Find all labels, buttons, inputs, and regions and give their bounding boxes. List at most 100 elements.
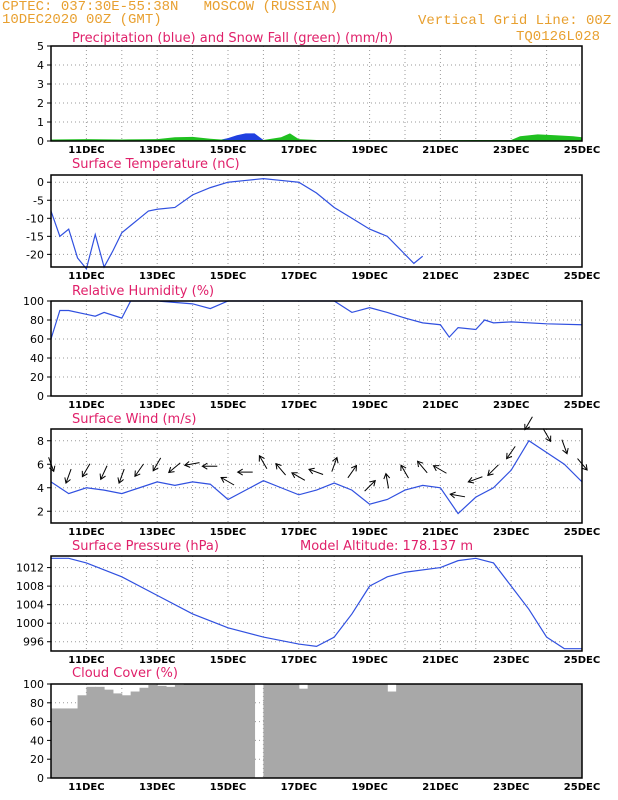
wind-arrow <box>134 463 144 478</box>
y-tick-label: 0 <box>37 176 44 189</box>
cloud-bar <box>360 684 371 778</box>
x-tick-label: 25DEC <box>564 527 600 538</box>
x-tick-label: 13DEC <box>139 655 175 666</box>
panel-3 <box>47 428 583 524</box>
cloud-bar <box>413 684 424 778</box>
cloud-bar <box>502 684 512 778</box>
wind-arrow-shaft <box>118 468 125 483</box>
y-tick-label: 2 <box>37 97 44 110</box>
x-tick-label: 15DEC <box>210 782 246 793</box>
panel-title: Surface Wind (m/s) <box>72 412 196 427</box>
x-tick-label: 13DEC <box>139 145 175 156</box>
y-tick-label: 6 <box>37 458 44 471</box>
cloud-bar <box>148 684 158 778</box>
x-tick-label: 19DEC <box>351 145 387 156</box>
wind-arrow-head <box>332 456 339 464</box>
wind-arrow-shaft <box>153 457 162 471</box>
cloud-bar <box>466 684 477 778</box>
wind-arrow-shaft <box>309 469 324 475</box>
cloud-bar <box>511 684 521 778</box>
cloud-bar <box>68 708 79 778</box>
x-tick-label: 23DEC <box>493 782 529 793</box>
cloud-bar <box>192 684 202 778</box>
panel-0 <box>47 45 583 142</box>
x-tick-label: 11DEC <box>68 400 104 411</box>
wind-arrow-head <box>524 423 531 431</box>
cloud-bar <box>210 684 220 778</box>
wind-arrow-shaft <box>82 463 91 477</box>
wind-arrow-shaft <box>451 493 466 498</box>
wind-arrow-shaft <box>469 476 483 483</box>
wind-arrow <box>48 457 56 473</box>
wind-arrow-head <box>291 472 298 479</box>
wind-arrow-head <box>152 464 159 472</box>
y-tick-label: 20 <box>30 753 44 766</box>
header-grid-note: Vertical Grid Line: 00Z <box>418 13 612 29</box>
wind-arrow <box>347 464 358 479</box>
series-line-0 <box>51 557 582 650</box>
y-tick-label: 4 <box>37 482 44 495</box>
wind-arrow-head <box>275 462 282 470</box>
header-run: 10DEC2020 00Z (GMT) <box>2 12 162 28</box>
cloud-bar <box>263 684 273 778</box>
wind-arrow-head <box>369 479 376 487</box>
x-tick-label: 25DEC <box>564 782 600 793</box>
wind-arrow-head <box>449 491 456 499</box>
panel-5 <box>47 683 583 779</box>
panel-title: Surface Pressure (hPa) <box>72 539 219 554</box>
wind-arrow-head <box>308 467 315 475</box>
wind-arrow <box>220 476 235 486</box>
cloud-bar <box>458 684 468 778</box>
x-tick-label: 11DEC <box>68 782 104 793</box>
cloud-bar <box>334 684 344 778</box>
cloud-bar <box>343 684 353 778</box>
header-model-code: TQ0126L028 <box>516 29 601 45</box>
cloud-bar <box>520 684 530 778</box>
cloud-bar <box>104 689 114 778</box>
cloud-bar <box>351 684 362 778</box>
cloud-bar <box>201 684 211 778</box>
wind-arrow-shaft <box>331 458 338 472</box>
x-tick-label: 19DEC <box>351 655 387 666</box>
cloud-bar <box>564 684 574 778</box>
x-tick-label: 19DEC <box>351 271 387 282</box>
y-tick-label: 80 <box>30 697 44 710</box>
x-tick-label: 13DEC <box>139 527 175 538</box>
wind-arrow <box>506 446 516 460</box>
x-tick-label: 25DEC <box>564 400 600 411</box>
x-tick-label: 15DEC <box>210 400 246 411</box>
x-tick-label: 23DEC <box>493 145 529 156</box>
header-location: 037:30E-55:38N MOSCOW (RUSSIAN) <box>60 0 339 15</box>
panel-subtitle: Model Altitude: 178.137 m <box>300 539 473 554</box>
wind-arrow <box>524 416 533 431</box>
cloud-bar <box>272 684 282 778</box>
x-tick-label: 11DEC <box>68 527 104 538</box>
y-tick-label: 0 <box>37 135 44 148</box>
cloud-bar <box>281 684 291 778</box>
cloud-bar <box>121 695 132 778</box>
wind-arrow-shaft <box>542 428 551 441</box>
wind-arrow <box>577 458 588 471</box>
x-tick-label: 21DEC <box>422 400 458 411</box>
cloud-bar <box>546 684 556 778</box>
wind-arrow-head <box>183 461 191 468</box>
x-tick-label: 17DEC <box>281 145 317 156</box>
y-tick-label: 0 <box>37 390 44 403</box>
cloud-bar <box>493 684 503 778</box>
wind-arrow <box>416 460 428 474</box>
x-tick-label: 15DEC <box>210 527 246 538</box>
wind-arrow <box>383 472 391 489</box>
x-tick-label: 17DEC <box>281 655 317 666</box>
wind-arrow <box>183 461 200 468</box>
wind-arrow-shaft <box>524 416 533 430</box>
cloud-bar <box>157 685 167 778</box>
wind-arrow <box>432 465 447 474</box>
wind-arrow-shaft <box>48 457 54 471</box>
panel-frame <box>50 300 583 397</box>
cloud-bar <box>51 708 61 778</box>
wind-arrow-shaft <box>65 468 72 483</box>
wind-arrow-shaft <box>417 461 428 474</box>
cloud-bar <box>378 684 388 778</box>
x-tick-label: 17DEC <box>281 527 317 538</box>
